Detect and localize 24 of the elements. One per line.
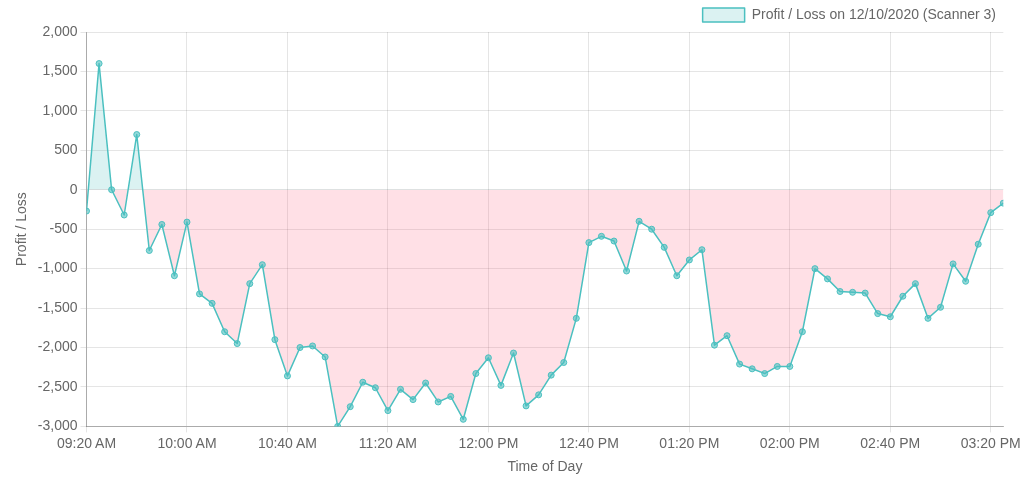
y-tick-label: 0: [69, 180, 78, 197]
y-tick-label: 500: [54, 141, 78, 158]
y-tick-label: 2,000: [42, 22, 78, 39]
y-tick-label: -3,000: [37, 417, 78, 434]
y-tick-label: 1,000: [42, 101, 78, 118]
x-tick-label: 02:40 PM: [860, 434, 921, 451]
y-tick-label: -1,000: [37, 259, 78, 276]
x-tick-label: 10:40 AM: [257, 434, 318, 451]
x-tick-label: 02:00 PM: [759, 434, 820, 451]
y-tick-label: 1,500: [42, 62, 78, 79]
x-axis-title: Time of Day: [507, 458, 583, 475]
y-axis-title: Profit / Loss: [13, 192, 30, 267]
y-tick-label: -2,000: [37, 338, 78, 355]
y-tick-label: -2,500: [37, 377, 78, 394]
x-tick-label: 01:20 PM: [659, 434, 720, 451]
legend-label: Profit / Loss on 12/10/2020 (Scanner 3): [751, 5, 996, 22]
y-tick-label: -500: [49, 220, 78, 237]
x-tick-label: 03:20 PM: [960, 434, 1021, 451]
y-tick-label: -1,500: [37, 298, 78, 315]
x-tick-label: 12:40 PM: [558, 434, 619, 451]
x-tick-label: 10:00 AM: [157, 434, 217, 451]
x-tick-label: 12:00 PM: [458, 434, 519, 451]
x-tick-label: 09:20 AM: [56, 434, 117, 451]
x-tick-label: 11:20 AM: [358, 434, 417, 451]
